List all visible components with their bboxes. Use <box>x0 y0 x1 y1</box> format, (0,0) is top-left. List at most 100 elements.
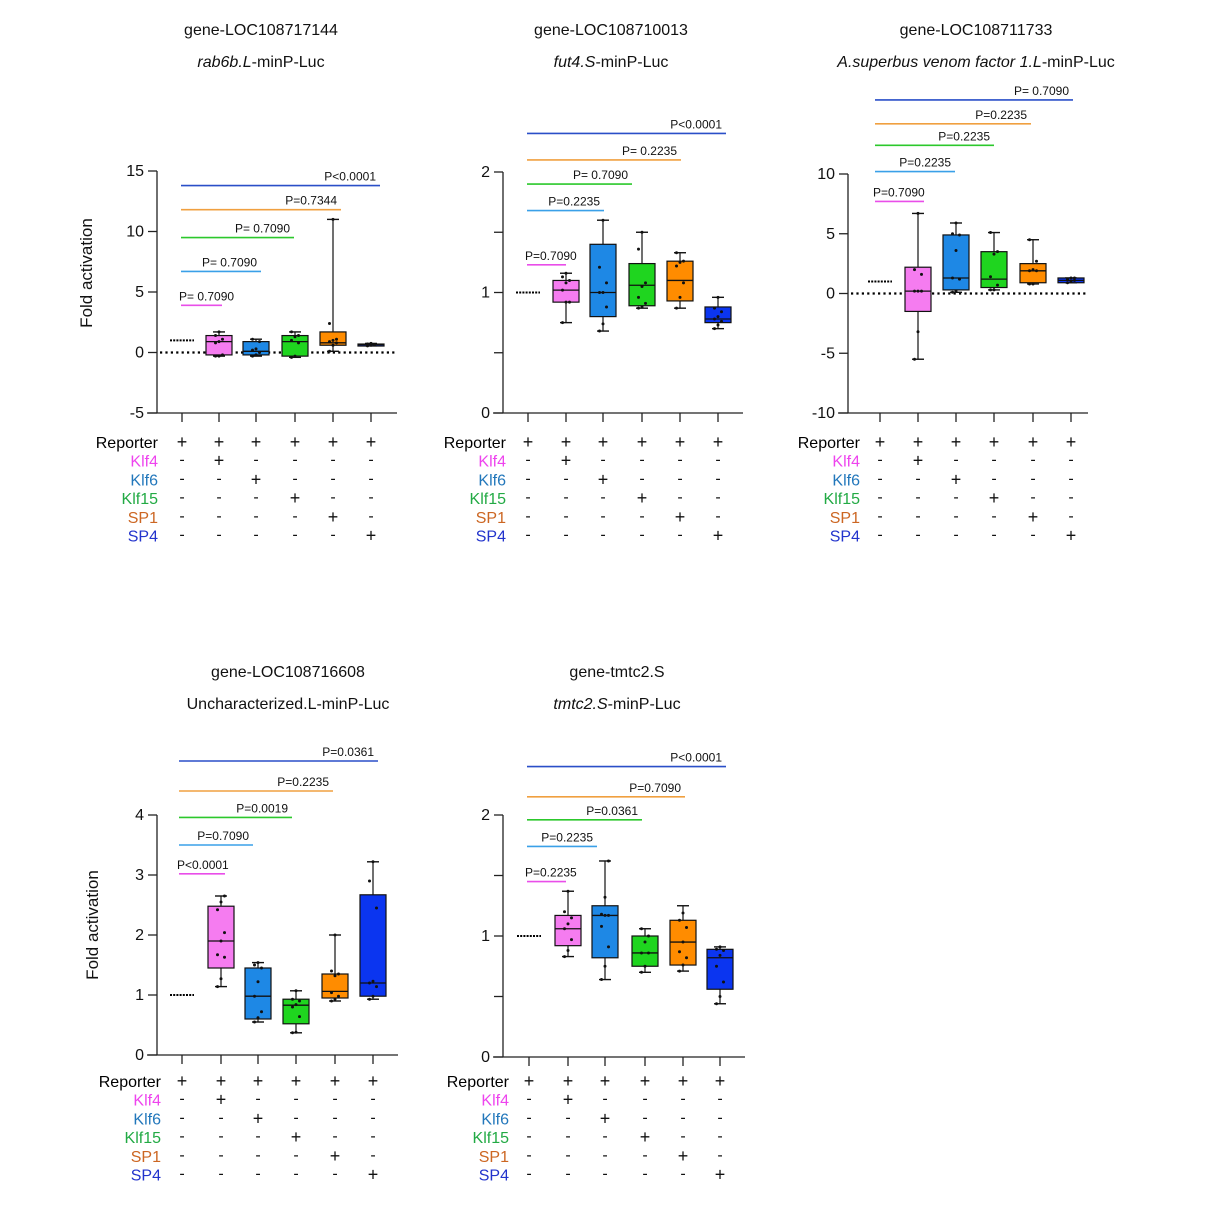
condition-sign: - <box>677 452 682 469</box>
box-sp1 <box>669 905 697 973</box>
condition-sign: - <box>915 508 920 525</box>
condition-sign: - <box>717 1109 722 1126</box>
condition-sign: + <box>715 1071 726 1091</box>
data-point <box>291 1005 294 1009</box>
data-point <box>718 953 722 957</box>
data-point <box>644 301 647 305</box>
condition-sign: - <box>877 470 882 487</box>
condition-sign: - <box>330 470 335 487</box>
data-point <box>328 321 331 325</box>
condition-sign: - <box>565 1166 570 1183</box>
condition-sign: - <box>179 1128 184 1145</box>
condition-sign: - <box>677 527 682 544</box>
condition-sign: - <box>179 1091 184 1108</box>
condition-sign: + <box>598 469 609 489</box>
box-klf4 <box>554 889 582 959</box>
p-value-label: P=0.7090 <box>525 249 577 263</box>
condition-sign: - <box>563 470 568 487</box>
data-point <box>253 1020 256 1024</box>
condition-sign: - <box>563 489 568 506</box>
p-value-label: P=0.2235 <box>938 129 990 143</box>
panel-subtitle: rab6b.L-minP-Luc <box>197 54 324 71</box>
condition-sign: - <box>330 452 335 469</box>
data-point <box>913 357 916 361</box>
data-point <box>375 906 378 910</box>
data-point <box>330 999 333 1003</box>
condition-sign: - <box>253 452 258 469</box>
y-axis-label: Fold activation <box>77 218 96 328</box>
p-value-label: P=0.0361 <box>322 745 374 759</box>
data-point <box>637 295 640 299</box>
data-point <box>954 221 958 225</box>
condition-sign: + <box>214 432 225 452</box>
data-point <box>640 927 643 931</box>
condition-sign: - <box>293 1147 298 1164</box>
condition-label-klf15: Klf15 <box>824 491 861 508</box>
condition-sign: - <box>1030 470 1035 487</box>
data-point <box>290 330 293 334</box>
condition-sign: - <box>332 1166 337 1183</box>
condition-sign: + <box>177 1071 188 1091</box>
data-point <box>913 289 916 293</box>
data-point <box>1073 276 1076 280</box>
condition-label-klf6: Klf6 <box>130 472 158 489</box>
box-klf6 <box>244 961 272 1024</box>
p-value-label: P= 0.7090 <box>1014 84 1069 98</box>
p-value-label: P= 0.7090 <box>235 222 290 236</box>
data-point <box>996 250 999 254</box>
condition-sign: - <box>179 1166 184 1183</box>
data-point <box>603 913 607 917</box>
data-point <box>298 999 301 1003</box>
p-value-label: P=0.2235 <box>975 108 1027 122</box>
y-tick-label: 10 <box>126 224 144 241</box>
condition-sign: - <box>915 489 920 506</box>
condition-sign: + <box>913 451 924 471</box>
box-iqr <box>589 243 617 318</box>
condition-sign: + <box>951 469 962 489</box>
data-point <box>1069 280 1073 284</box>
condition-sign: - <box>216 470 221 487</box>
data-point <box>1035 269 1038 273</box>
condition-sign: - <box>717 1128 722 1145</box>
condition-sign: - <box>218 1109 223 1126</box>
data-point <box>223 955 226 959</box>
data-point <box>678 918 681 922</box>
p-value-label: P=0.0361 <box>586 804 638 818</box>
condition-sign: + <box>875 432 886 452</box>
y-tick-label: 10 <box>817 166 835 183</box>
p-value-label: P<0.0001 <box>670 751 722 765</box>
condition-sign: + <box>523 432 534 452</box>
condition-sign: + <box>563 1071 574 1091</box>
data-point <box>675 251 678 255</box>
condition-sign: - <box>600 489 605 506</box>
data-point <box>568 278 571 282</box>
data-point <box>214 354 217 358</box>
condition-sign: - <box>642 1091 647 1108</box>
box-klf15 <box>980 231 1008 292</box>
data-point <box>685 926 688 930</box>
data-point <box>258 351 261 354</box>
data-point <box>1031 282 1035 286</box>
p-value-label: P=0.7090 <box>629 781 681 795</box>
p-value-label: P= 0.2235 <box>622 144 677 158</box>
condition-sign: + <box>563 1090 574 1110</box>
condition-label-klf6: Klf6 <box>481 1111 509 1128</box>
condition-sign: - <box>1030 489 1035 506</box>
condition-sign: + <box>598 432 609 452</box>
condition-sign: - <box>953 508 958 525</box>
data-point <box>1066 277 1069 281</box>
data-point <box>1028 269 1031 273</box>
condition-label-sp4: SP4 <box>131 1168 161 1185</box>
condition-sign: - <box>292 470 297 487</box>
data-point <box>254 347 258 351</box>
condition-sign: - <box>525 489 530 506</box>
condition-sign: - <box>602 1147 607 1164</box>
condition-label-reporter: Reporter <box>444 435 507 452</box>
condition-sign: - <box>368 470 373 487</box>
data-point <box>598 329 601 333</box>
data-point <box>913 268 916 272</box>
data-point <box>713 327 716 331</box>
box-klf6 <box>942 221 970 294</box>
data-point <box>640 970 643 974</box>
